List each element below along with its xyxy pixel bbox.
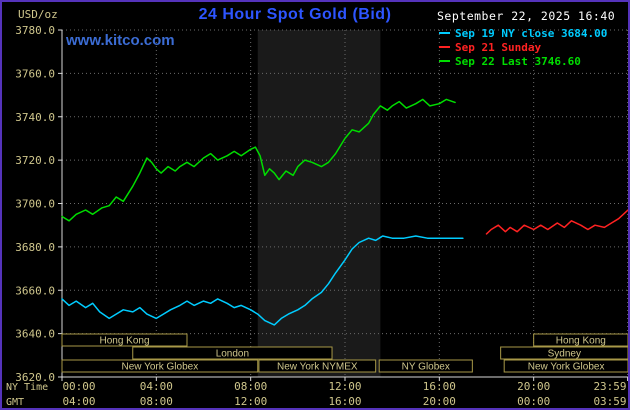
- session-box: [258, 359, 377, 373]
- price-line-sep21: [485, 209, 628, 235]
- y-tick-label: 3620.0: [15, 371, 55, 384]
- legend-item-sep21: Sep 21 Sunday: [439, 40, 607, 54]
- session-label: London: [216, 349, 249, 360]
- session-box: [503, 359, 628, 373]
- sep19-line-swatch: [439, 32, 450, 34]
- legend: Sep 19 NY close 3684.00 Sep 21 Sunday Se…: [439, 26, 607, 68]
- x-tick-label-ny: 23:59: [593, 380, 626, 393]
- x-tick-label-gmt: 20:00: [423, 395, 456, 408]
- legend-label-sep21: Sep 21 Sunday: [455, 40, 542, 54]
- y-tick-label: 3780.0: [15, 24, 55, 37]
- x-tick-label-ny: 20:00: [517, 380, 550, 393]
- session-label: Hong Kong: [99, 336, 149, 347]
- price-line-sep22: [61, 98, 456, 222]
- x-tick-label-ny: 04:00: [140, 380, 173, 393]
- legend-item-sep22: Sep 22 Last 3746.60: [439, 54, 607, 68]
- session-box: [132, 346, 333, 360]
- sep22-line-swatch: [439, 60, 450, 62]
- datetime-label: September 22, 2025 16:40: [437, 9, 616, 23]
- session-box: [533, 333, 628, 347]
- y-tick-label: 3680.0: [15, 241, 55, 254]
- x-tick-label-ny: 16:00: [423, 380, 456, 393]
- chart-title: 24 Hour Spot Gold (Bid): [198, 6, 392, 23]
- session-box: [61, 333, 188, 347]
- y-tick-label: 3660.0: [15, 284, 55, 297]
- x-tick-label-gmt: 16:00: [328, 395, 361, 408]
- x-tick-label-gmt: 12:00: [234, 395, 267, 408]
- y-axis-units-label: USD/oz: [18, 8, 58, 21]
- x-tick-label-gmt: 00:00: [517, 395, 550, 408]
- session-label: Hong Kong: [556, 336, 606, 347]
- sep21-line-swatch: [439, 46, 450, 48]
- x-tick-label-ny: 08:00: [234, 380, 267, 393]
- session-box: [378, 359, 473, 373]
- kitco-watermark-link[interactable]: www.kitco.com: [66, 32, 175, 49]
- legend-label-sep19: Sep 19 NY close 3684.00: [455, 26, 608, 40]
- session-label: New York NYMEX: [277, 362, 358, 373]
- y-tick-label: 3740.0: [15, 111, 55, 124]
- y-tick-label: 3720.0: [15, 154, 55, 167]
- legend-label-sep22: Sep 22 Last 3746.60: [455, 54, 581, 68]
- y-tick-label: 3640.0: [15, 328, 55, 341]
- session-label: New York Globex: [528, 362, 605, 373]
- x-tick-label-gmt: 04:00: [62, 395, 95, 408]
- legend-item-sep19: Sep 19 NY close 3684.00: [439, 26, 607, 40]
- y-tick-label: 3700.0: [15, 198, 55, 211]
- x-tick-label-ny: 00:00: [62, 380, 95, 393]
- session-box: [61, 359, 259, 373]
- y-tick-label: 3760.0: [15, 67, 55, 80]
- x-tick-label-gmt: 03:59: [593, 395, 626, 408]
- nymex-session-band: [257, 30, 381, 377]
- session-label: New York Globex: [122, 362, 199, 373]
- gmt-axis-label: GMT: [6, 397, 24, 408]
- x-tick-label-ny: 12:00: [328, 380, 361, 393]
- x-tick-label-gmt: 08:00: [140, 395, 173, 408]
- price-line-sep19: [61, 235, 464, 326]
- ny-time-axis-label: NY Time: [6, 382, 48, 393]
- session-label: Sydney: [548, 349, 581, 360]
- session-label: NY Globex: [402, 362, 450, 373]
